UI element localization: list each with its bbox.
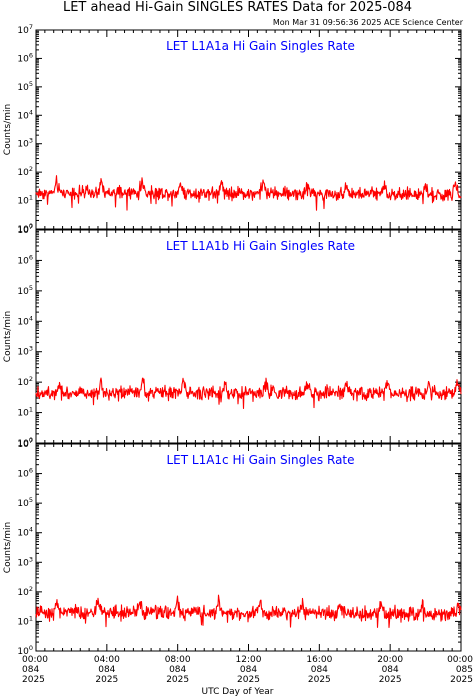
chart-panel-2: 100 101 102 103 104 105 106 107 Counts/min LET L1… (3, 223, 462, 449)
y-tick-label: 101 (17, 194, 33, 207)
y-tick-label: 100 (17, 436, 33, 449)
y-tick-label: 105 (17, 496, 33, 509)
chart-panel-3: 100 101 102 103 104 105 106 107 Counts/min LET L1… (3, 437, 462, 657)
y-tick-label: 106 (17, 51, 33, 64)
x-tick-label: 16:00 (306, 655, 332, 665)
y-axis-label: Counts/min (3, 311, 13, 362)
panel-title: LET L1A1a Hi Gain Singles Rate (166, 39, 355, 53)
x-tick-label: 12:00 (236, 655, 262, 665)
x-tick-label: 2025 (308, 675, 331, 685)
y-tick-label: 102 (17, 585, 33, 598)
x-tick-label: 08:00 (165, 655, 191, 665)
x-tick-label: 20:00 (377, 655, 403, 665)
y-tick-label: 101 (17, 406, 33, 419)
y-tick-label: 104 (17, 526, 33, 539)
x-tick-label: 085 (456, 665, 473, 675)
y-tick-label: 107 (17, 223, 33, 236)
chart-panel-1: 100 101 102 103 104 105 106 107 Counts/min LET L1… (3, 23, 462, 235)
panel-title: LET L1A1b Hi Gain Singles Rate (166, 239, 355, 253)
panel-frame (35, 229, 462, 444)
y-tick-label: 103 (17, 137, 33, 150)
y-tick-label: 107 (17, 23, 33, 36)
panel-frame (35, 29, 462, 230)
page-title: LET ahead Hi-Gain SINGLES RATES Data for… (62, 0, 413, 15)
timestamp: Mon Mar 31 09:56:36 2025 ACE Science Cen… (272, 18, 463, 27)
y-tick-label: 106 (17, 467, 33, 480)
x-tick-label: 00:00 (22, 655, 48, 665)
data-series-line (35, 175, 462, 211)
y-tick-label: 105 (17, 80, 33, 93)
y-tick-label: 102 (17, 165, 33, 178)
data-series-line (35, 594, 462, 629)
x-tick-label: 084 (22, 665, 39, 675)
y-tick-label: 105 (17, 284, 33, 297)
y-tick-label: 104 (17, 108, 33, 121)
x-tick-label: 2025 (450, 675, 473, 685)
x-tick-label: 2025 (237, 675, 260, 685)
y-tick-label: 103 (17, 345, 33, 358)
panel-title: LET L1A1c Hi Gain Singles Rate (166, 453, 354, 467)
x-tick-label: 2025 (379, 675, 402, 685)
x-tick-label: 04:00 (94, 655, 120, 665)
x-tick-label: 084 (382, 665, 399, 675)
x-tick-label: 2025 (166, 675, 189, 685)
x-tick-label: 084 (98, 665, 115, 675)
y-axis-label: Counts/min (3, 104, 13, 155)
x-tick-label: 2025 (22, 675, 45, 685)
x-tick-label: 084 (169, 665, 186, 675)
x-tick-label: 084 (311, 665, 328, 675)
y-tick-label: 107 (17, 437, 33, 450)
y-tick-label: 100 (17, 644, 33, 657)
y-axis-label: Counts/min (3, 522, 13, 573)
y-tick-label: 100 (17, 222, 33, 235)
y-tick-label: 103 (17, 555, 33, 568)
y-tick-label: 104 (17, 314, 33, 327)
x-tick-label: 00:00 (447, 655, 473, 665)
y-tick-label: 101 (17, 614, 33, 627)
x-axis-label: UTC Day of Year (201, 687, 274, 697)
x-tick-label: 084 (240, 665, 257, 675)
y-tick-label: 102 (17, 375, 33, 388)
x-tick-label: 2025 (95, 675, 118, 685)
y-tick-label: 106 (17, 253, 33, 266)
data-series-line (35, 377, 462, 409)
